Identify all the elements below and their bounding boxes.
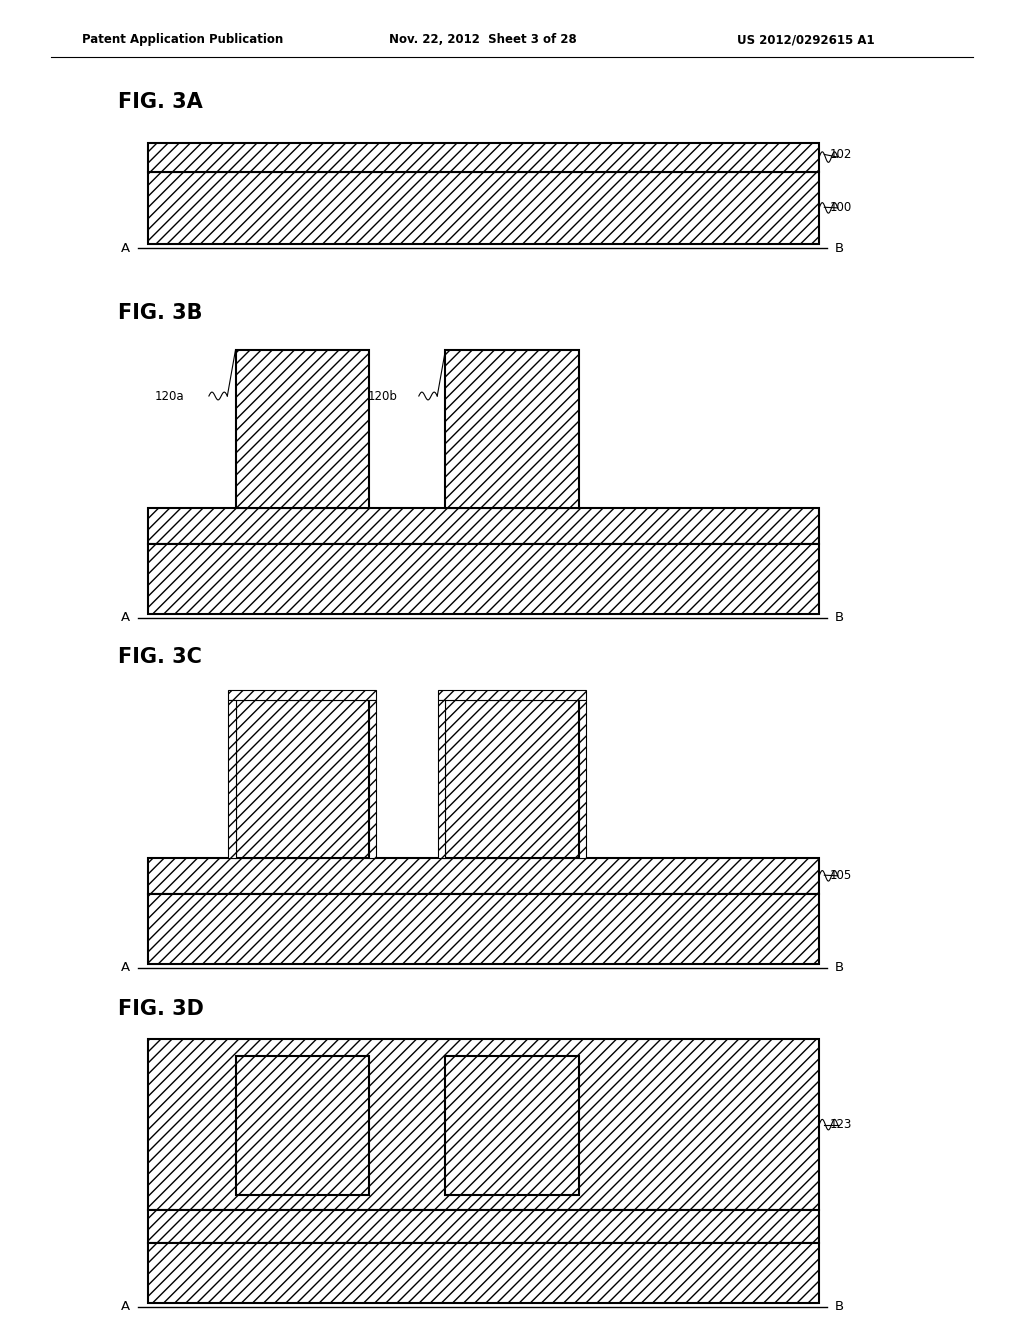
Bar	[369, 700, 376, 858]
Bar	[148, 143, 819, 172]
Text: 120a: 120a	[155, 389, 184, 403]
Text: FIG. 3B: FIG. 3B	[118, 304, 203, 323]
Bar	[148, 894, 819, 964]
Bar	[148, 1039, 819, 1210]
Text: US 2012/0292615 A1: US 2012/0292615 A1	[737, 33, 874, 46]
Bar	[148, 508, 819, 544]
Text: 100: 100	[829, 201, 852, 214]
Text: FIG. 3A: FIG. 3A	[118, 92, 203, 112]
Text: Nov. 22, 2012  Sheet 3 of 28: Nov. 22, 2012 Sheet 3 of 28	[389, 33, 577, 46]
Bar	[148, 1243, 819, 1303]
Text: B: B	[836, 1300, 844, 1313]
Text: B: B	[836, 961, 844, 974]
Bar	[148, 858, 819, 894]
Text: A: A	[122, 961, 130, 974]
Text: 105: 105	[829, 869, 852, 882]
Bar	[236, 700, 369, 858]
Text: FIG. 3C: FIG. 3C	[118, 647, 202, 667]
Bar	[236, 350, 369, 508]
Bar	[445, 350, 579, 508]
Text: Patent Application Publication: Patent Application Publication	[82, 33, 284, 46]
Bar	[148, 1210, 819, 1243]
Bar	[228, 690, 376, 700]
Bar	[445, 700, 579, 858]
Bar	[438, 690, 586, 700]
Text: A: A	[122, 242, 130, 255]
Bar	[579, 700, 586, 858]
Bar	[445, 1056, 579, 1195]
Text: A: A	[122, 1300, 130, 1313]
Text: B: B	[836, 242, 844, 255]
Text: A: A	[122, 611, 130, 624]
Bar	[236, 1056, 369, 1195]
Text: FIG. 3D: FIG. 3D	[118, 999, 204, 1019]
Bar	[438, 700, 445, 858]
Text: 120b: 120b	[368, 389, 397, 403]
Text: 123: 123	[829, 1118, 852, 1131]
Text: B: B	[836, 611, 844, 624]
Bar	[148, 172, 819, 244]
Bar	[148, 544, 819, 614]
Bar	[228, 700, 236, 858]
Text: 102: 102	[829, 148, 852, 161]
